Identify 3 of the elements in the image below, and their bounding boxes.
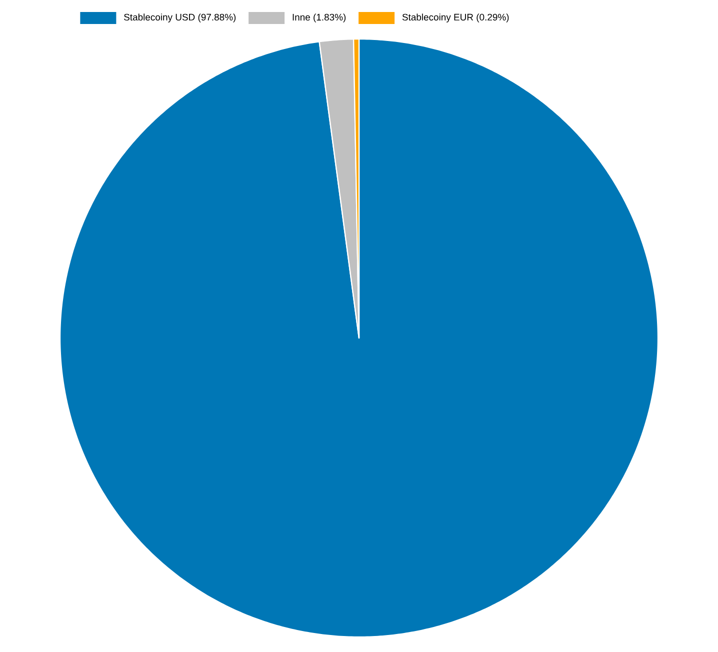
legend-label: Stablecoiny EUR (0.29%) bbox=[402, 14, 509, 22]
slice-label: Stablecoiny USD (97.88%) bbox=[124, 14, 236, 22]
legend-label: Inne (1.83%) bbox=[292, 14, 346, 22]
